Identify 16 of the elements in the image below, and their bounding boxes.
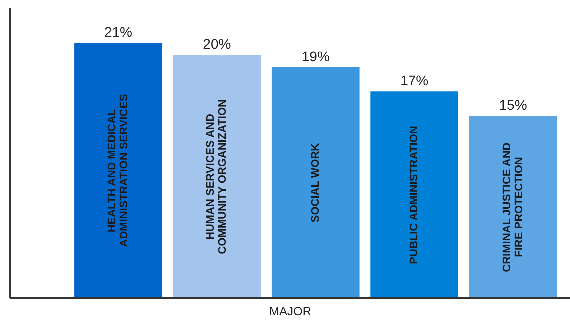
data-label: 17% — [400, 72, 429, 89]
x-tick-label: HEALTH AND MEDICAL ADMINISTRATION SERVICES — [106, 94, 130, 248]
data-label: 19% — [302, 48, 330, 64]
bar — [469, 116, 558, 298]
bar — [370, 92, 458, 298]
x-tick-label: HUMAN SERVICES AND COMMUNITY ORGANIZATION — [205, 99, 230, 254]
x-tick-label: SOCIAL WORK — [310, 143, 322, 223]
x-tick-label: CRIMINAL JUSTICE AND FIRE PROTECTION — [501, 142, 526, 272]
bar — [173, 55, 262, 298]
bar — [74, 42, 162, 298]
data-label: 15% — [499, 96, 528, 113]
x-tick-label: PUBLIC ADMINISTRATION — [408, 126, 421, 264]
data-label: 21% — [104, 24, 132, 40]
data-label: 20% — [203, 36, 232, 52]
x-axis-title: MAJOR — [270, 304, 312, 318]
bar — [272, 67, 360, 298]
